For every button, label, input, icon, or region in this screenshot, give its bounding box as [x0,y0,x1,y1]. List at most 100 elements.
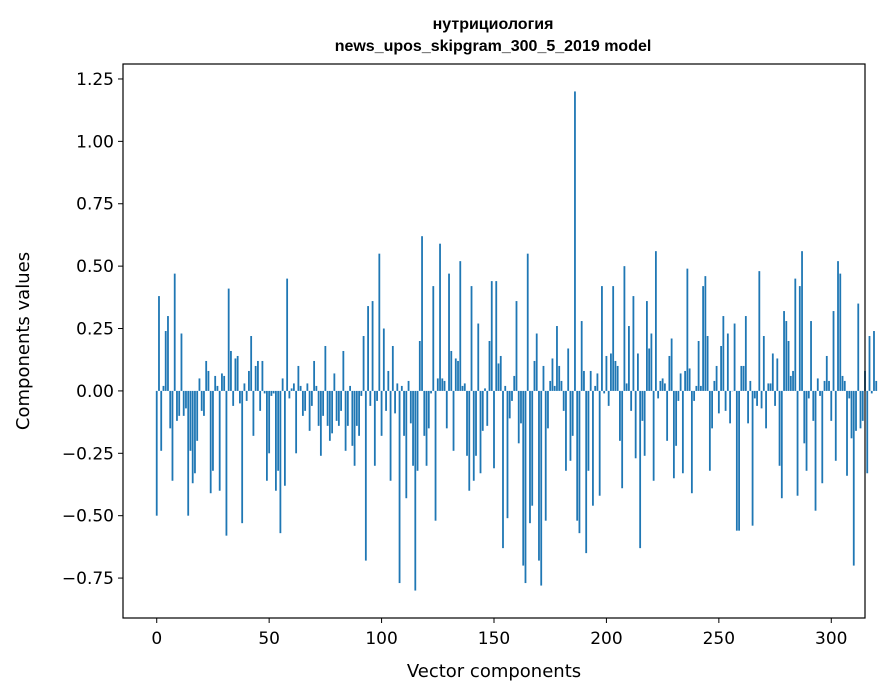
bar-component-127 [441,378,444,391]
bar-component-56 [281,378,284,391]
bar-component-309 [850,390,853,439]
bar-component-318 [870,390,873,394]
bar-component-283 [792,370,794,391]
bar-component-0 [155,390,158,516]
bar-component-210 [628,326,630,391]
bar-component-281 [787,341,790,391]
bar-component-86 [349,385,351,391]
bar-component-238 [690,390,693,494]
bar-component-262 [744,316,747,391]
bar-component-255 [729,390,731,424]
bar-component-204 [614,360,617,391]
bar-component-266 [753,390,756,399]
bar-component-156 [506,390,509,519]
bar-component-184 [569,390,572,461]
bar-component-287 [801,251,803,391]
bar-component-185 [571,390,574,436]
bar-component-231 [675,390,678,446]
bar-component-90 [358,390,360,436]
bar-component-5 [167,316,169,391]
bar-component-284 [794,278,797,391]
bar-component-120 [425,390,428,466]
bar-component-226 [663,383,666,391]
bar-component-278 [780,390,783,499]
bar-component-286 [798,286,801,391]
bar-component-297 [823,380,826,391]
bar-component-65 [301,390,304,416]
bar-component-319 [873,331,875,391]
bar-component-153 [499,355,502,391]
bar-component-15 [189,390,192,451]
bar-component-21 [203,390,205,416]
bar-component-291 [810,321,812,391]
bar-component-243 [702,286,705,391]
bar-component-14 [187,390,190,516]
bar-component-224 [659,380,662,391]
bar-component-135 [459,261,462,391]
bar-component-211 [630,390,633,411]
bar-component-188 [578,390,581,534]
bar-component-11 [180,333,183,391]
bar-component-254 [726,333,729,391]
bar-component-67 [306,383,309,391]
bar-component-197 [598,390,601,496]
bar-component-106 [394,390,396,414]
bar-component-2 [160,390,163,451]
bar-component-29 [221,373,223,391]
bar-component-162 [520,390,522,424]
bar-component-78 [331,390,334,434]
bar-component-7 [171,390,174,481]
bar-component-119 [423,390,426,436]
bar-component-167 [531,390,534,506]
bar-component-38 [241,390,244,524]
bar-component-269 [760,390,763,409]
bar-component-81 [337,390,340,426]
bar-component-187 [576,390,579,521]
y-tick-label: 1.00 [76,132,114,152]
bar-component-37 [239,390,241,404]
bar-component-247 [711,390,713,429]
bar-component-154 [502,390,504,549]
bar-component-202 [610,353,612,391]
y-tick-label: −0.75 [62,569,114,589]
bar-component-196 [596,373,599,391]
bar-component-151 [495,281,498,391]
bar-component-316 [866,390,869,474]
bar-component-143 [477,323,480,391]
bar-component-142 [475,390,477,456]
y-tick-label: −0.25 [62,444,114,464]
bar-component-267 [756,390,758,406]
bar-component-220 [650,333,653,391]
bar-component-313 [859,390,862,429]
bar-component-115 [414,390,417,591]
bar-component-239 [693,390,696,401]
bar-component-250 [717,390,720,414]
bar-component-52 [272,390,275,394]
y-tick-label: 0.75 [76,195,114,215]
bar-component-139 [468,390,471,491]
bar-component-275 [774,390,776,406]
bar-component-233 [679,373,682,391]
bar-component-189 [580,321,583,391]
bar-component-228 [668,355,671,391]
y-tick-label: 0.50 [76,257,114,277]
bar-component-80 [335,390,338,421]
y-tick-label: 0.00 [76,382,114,402]
bar-component-175 [549,380,552,391]
bar-component-48 [263,390,266,394]
bar-component-63 [297,365,300,391]
bar-component-25 [212,390,214,471]
bar-component-110 [403,390,405,436]
bar-component-145 [481,390,484,431]
bar-component-1 [158,296,160,391]
bar-component-236 [686,268,689,391]
bar-component-147 [486,390,489,426]
bar-component-50 [268,390,271,454]
bar-component-133 [454,358,457,391]
bar-component-312 [857,303,860,391]
bar-component-42 [250,336,253,391]
bar-component-212 [632,296,635,391]
bar-component-161 [517,390,520,444]
bar-component-314 [861,390,864,421]
